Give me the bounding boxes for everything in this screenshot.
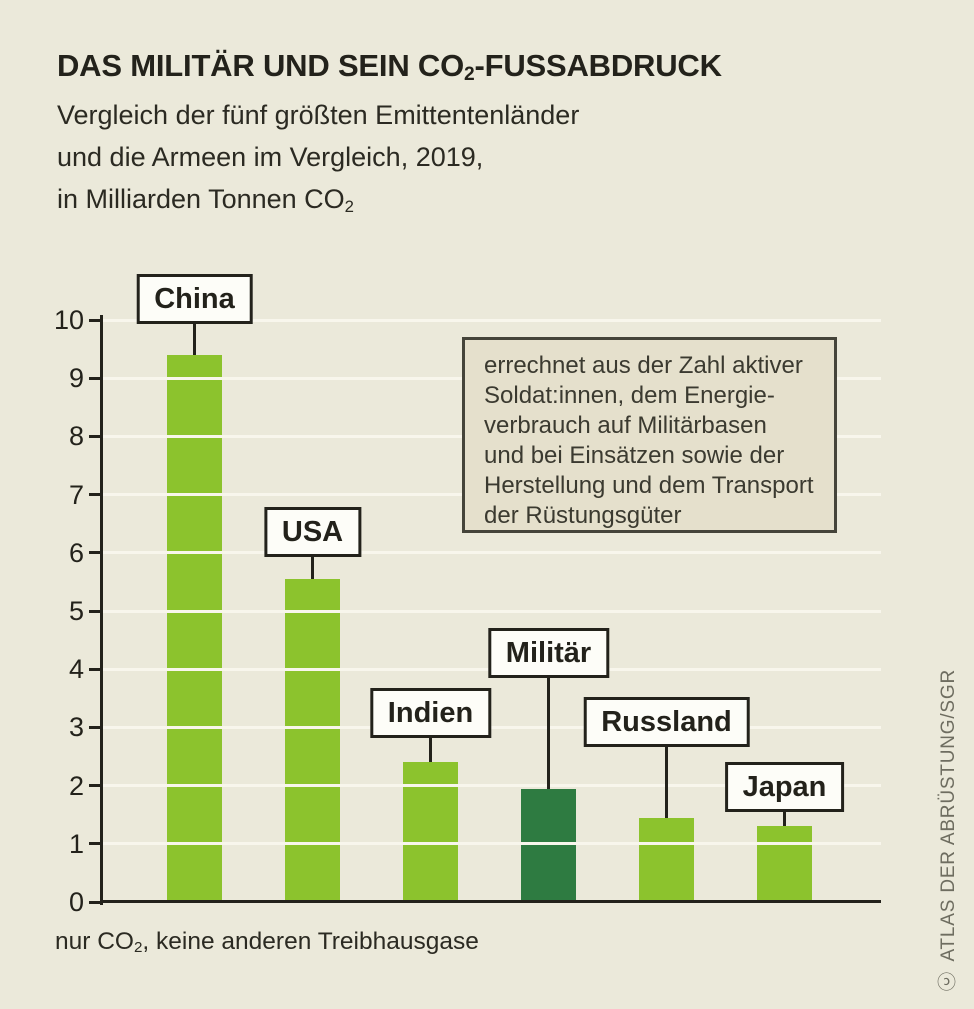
y-axis-tick-label: 7 [68,479,84,510]
footnote-text: nur CO [55,928,134,955]
bar-label-box-china: China [136,274,253,324]
annotation-line: Soldat:innen, dem Energie- [484,382,775,409]
gridline [103,609,881,613]
y-axis-tick [89,900,103,904]
chart-title-subscript: 2 [464,64,475,86]
chart-subtitle-line-3: in Milliarden Tonnen CO2 [57,178,722,224]
annotation-line: Herstellung und dem Transport [484,472,814,499]
y-axis-tick [89,842,103,846]
y-axis-tick [89,784,103,788]
chart-subtitle-line-3-text: in Milliarden Tonnen CO [57,184,345,214]
chart-title: DAS MILITÄR UND SEIN CO2-FUSSABDRUCK [57,48,723,86]
y-axis-tick [89,609,103,613]
y-axis-tick-label: 1 [68,828,84,859]
y-axis-tick-label: 6 [68,537,84,568]
y-axis-tick [89,725,103,729]
bar-label-box-usa: USA [263,507,362,557]
y-axis-line [100,315,103,905]
label-connector-militaer [547,678,550,789]
y-axis-tick [89,318,103,322]
gridline [103,551,881,555]
y-axis-tick [89,434,103,438]
attribution: ⓒ ATLAS DER ABRÜSTUNG/SGR [935,669,962,991]
y-axis-tick-label: 0 [68,887,84,917]
y-axis-tick-label: 10 [53,305,84,335]
gridline [103,842,881,846]
y-axis-tick [89,493,103,497]
footnote-text-end: , keine anderen Treibhausgase [142,928,479,955]
label-connector-indien [429,738,432,763]
y-axis-tick-label: 4 [68,654,84,685]
label-connector-japan [783,812,786,827]
attribution-text: ATLAS DER ABRÜSTUNG/SGR [938,668,959,962]
gridline [103,725,881,729]
footnote: nur CO2, keine anderen Treibhausgase [55,928,479,956]
header: DAS MILITÄR UND SEIN CO2-FUSSABDRUCK Ver… [57,48,722,224]
chart-subtitle-line-2: und die Armeen im Vergleich, 2019, [57,142,484,172]
chart-title-suffix: -FUSSABDRUCK [474,48,723,83]
annotation-box: errechnet aus der Zahl aktiver Soldat:in… [462,337,837,533]
y-axis-tick [89,376,103,380]
gridline [103,318,881,322]
label-connector-russland [665,747,668,818]
gridline [103,784,881,788]
bar-usa [285,578,340,902]
x-axis-line [100,900,881,903]
y-axis-tick-label: 3 [68,712,84,743]
annotation-line: und bei Einsätzen sowie der [484,442,785,469]
label-connector-china [193,324,196,355]
chart-subtitle-subscript: 2 [344,196,354,216]
bar-china [167,354,222,902]
y-axis-tick-label: 5 [68,596,84,626]
annotation-line: der Rüstungsgüter [484,502,682,529]
bar-label-box-japan: Japan [724,762,845,812]
y-axis-tick [89,667,103,671]
y-axis-tick-label: 2 [68,770,84,801]
cc-license-icon: ⓒ [938,971,959,991]
bar-russland [639,817,694,902]
y-axis-tick [89,551,103,555]
annotation-line: verbrauch auf Militärbasen [484,412,767,439]
bar-label-box-militaer: Militär [487,628,610,678]
bar-label-box-russland: Russland [583,697,750,747]
chart-title-text: DAS MILITÄR UND SEIN CO [57,48,465,83]
bar-label-box-indien: Indien [369,688,492,738]
chart-subtitle-line-1: Vergleich der fünf größten Emittentenlän… [57,100,580,130]
y-axis-tick-label: 8 [68,421,84,452]
footnote-subscript: 2 [133,939,143,957]
label-connector-usa [311,557,314,579]
annotation-line: errechnet aus der Zahl aktiver [484,352,803,379]
bar-japan [757,826,812,902]
y-axis-tick-label: 9 [68,363,84,394]
